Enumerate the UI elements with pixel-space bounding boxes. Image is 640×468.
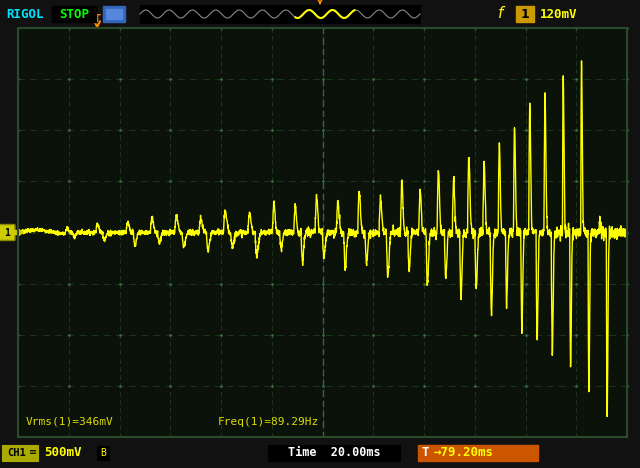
Text: STOP: STOP bbox=[59, 7, 89, 21]
Text: →79.20ms: →79.20ms bbox=[434, 446, 494, 459]
Text: ≡: ≡ bbox=[29, 447, 37, 458]
Bar bbox=[140, 5, 420, 23]
Text: T: T bbox=[319, 9, 326, 19]
Text: f: f bbox=[498, 7, 504, 22]
Bar bbox=[18, 28, 627, 437]
Text: Time  20.00ms: Time 20.00ms bbox=[288, 446, 380, 459]
Bar bbox=[2, 445, 38, 461]
FancyBboxPatch shape bbox=[0, 225, 15, 241]
Text: Vrms(1)=346mV: Vrms(1)=346mV bbox=[26, 417, 114, 427]
Text: Freq(1)=89.29Hz: Freq(1)=89.29Hz bbox=[218, 417, 319, 427]
Text: 1: 1 bbox=[4, 227, 10, 237]
Text: 500mV: 500mV bbox=[44, 446, 81, 459]
FancyArrow shape bbox=[14, 229, 23, 235]
Bar bbox=[52, 6, 96, 22]
Text: T: T bbox=[422, 446, 429, 459]
Bar bbox=[0, 437, 640, 468]
Bar bbox=[418, 445, 538, 461]
Text: T: T bbox=[94, 14, 100, 24]
Text: 120mV: 120mV bbox=[540, 7, 577, 21]
Bar bbox=[516, 6, 534, 22]
Text: RIGOL: RIGOL bbox=[6, 7, 44, 21]
Bar bbox=[97, 446, 109, 460]
Text: 1: 1 bbox=[520, 7, 529, 21]
Bar bbox=[106, 9, 122, 19]
Bar bbox=[268, 445, 400, 461]
Text: B: B bbox=[100, 447, 106, 458]
Text: CH1: CH1 bbox=[7, 447, 26, 458]
Bar bbox=[103, 6, 125, 22]
